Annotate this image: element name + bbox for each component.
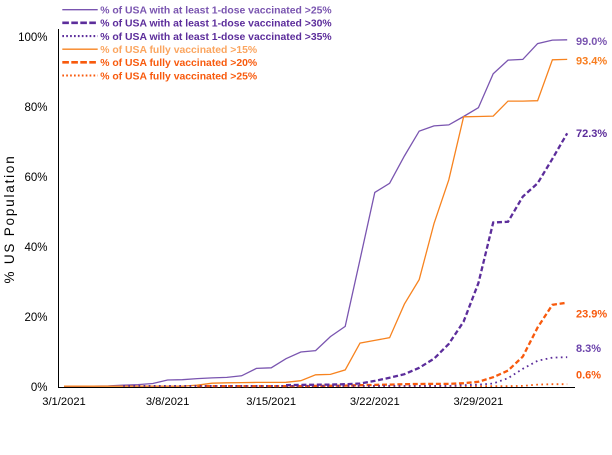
svg-text:3/22/2021: 3/22/2021: [350, 396, 400, 408]
svg-text:% of USA with at least 1-dose: % of USA with at least 1-dose vaccinated…: [100, 19, 331, 30]
svg-text:100%: 100%: [18, 32, 47, 44]
svg-text:3/1/2021: 3/1/2021: [42, 396, 86, 408]
svg-text:40%: 40%: [24, 242, 47, 254]
svg-text:0%: 0%: [31, 382, 48, 394]
svg-text:80%: 80%: [24, 102, 47, 114]
svg-text:3/8/2021: 3/8/2021: [146, 396, 190, 408]
svg-text:72.3%: 72.3%: [576, 128, 607, 140]
svg-text:8.3%: 8.3%: [576, 343, 601, 355]
svg-text:% of USA with at least 1-dose: % of USA with at least 1-dose vaccinated…: [100, 6, 331, 17]
svg-text:3/29/2021: 3/29/2021: [454, 396, 504, 408]
svg-text:93.4%: 93.4%: [576, 55, 607, 67]
svg-text:% of USA fully vaccinated >20%: % of USA fully vaccinated >20%: [100, 58, 257, 69]
svg-text:0.6%: 0.6%: [576, 369, 601, 381]
svg-text:60%: 60%: [24, 172, 47, 184]
svg-text:% of USA fully vaccinated >25%: % of USA fully vaccinated >25%: [100, 71, 257, 82]
svg-text:23.9%: 23.9%: [576, 308, 607, 320]
svg-text:20%: 20%: [24, 312, 47, 324]
svg-text:% of USA with at least 1-dose: % of USA with at least 1-dose vaccinated…: [100, 32, 331, 43]
svg-text:% of USA fully vaccinated >15%: % of USA fully vaccinated >15%: [100, 45, 257, 56]
svg-text:3/15/2021: 3/15/2021: [246, 396, 296, 408]
svg-text:99.0%: 99.0%: [576, 36, 607, 48]
svg-text:% US Population: % US Population: [2, 154, 17, 283]
